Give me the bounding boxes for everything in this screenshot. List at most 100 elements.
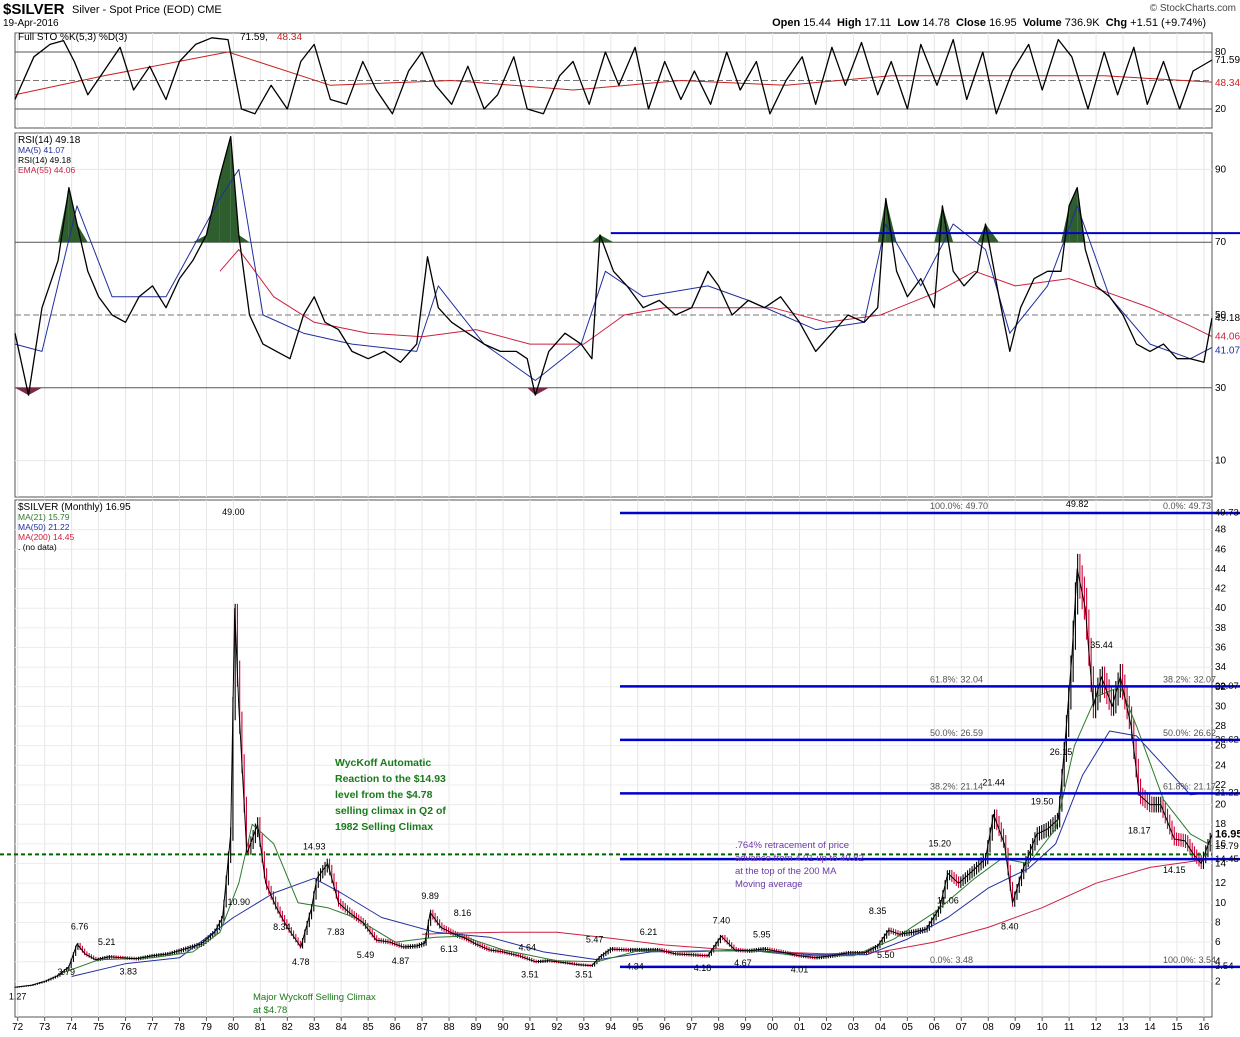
x-tick-label: 14 bbox=[1144, 1022, 1156, 1033]
sto-y-tick: 80 bbox=[1215, 47, 1227, 58]
rsi-overbought-fill bbox=[591, 234, 601, 243]
price-point-label: 26.15 bbox=[1050, 747, 1073, 757]
price-point-label: 4.64 bbox=[518, 942, 536, 952]
price-point-label: 35.44 bbox=[1090, 640, 1113, 650]
price-point-label: 10.90 bbox=[227, 897, 250, 907]
price-right-label: 21.22 bbox=[1215, 788, 1239, 799]
fib-right-label: 100.0%: 3.54 bbox=[1163, 955, 1216, 965]
price-right-label: 15.79 bbox=[1215, 841, 1239, 852]
rsi-overbought-fill bbox=[68, 187, 78, 243]
chart-date: 19-Apr-2016 bbox=[3, 18, 59, 29]
x-tick-label: 15 bbox=[1171, 1022, 1183, 1033]
price-point-label: 49.82 bbox=[1066, 499, 1089, 509]
rsi-overbought-fill bbox=[1069, 187, 1078, 243]
rsi-legend-entry: MA(5) 41.07 bbox=[18, 145, 65, 155]
x-tick-label: 81 bbox=[255, 1022, 267, 1033]
price-point-label: 14.15 bbox=[1163, 865, 1186, 875]
price-legend-entry: . (no data) bbox=[18, 542, 57, 552]
rsi-overbought-fill bbox=[885, 198, 897, 243]
rsi-oversold-fill bbox=[28, 387, 42, 396]
instrument-name: Silver - Spot Price (EOD) bbox=[72, 4, 195, 16]
sto-legend-label: Full STO %K(5,3) %D(3) bbox=[18, 32, 127, 43]
chg-value: +1.51 (+9.74%) bbox=[1130, 17, 1206, 29]
price-point-label: 5.47 bbox=[586, 934, 604, 944]
price-y-tick: 36 bbox=[1215, 642, 1227, 653]
exchange: CME bbox=[197, 4, 222, 16]
wyckoff-reaction-note: 1982 Selling Climax bbox=[335, 821, 433, 833]
sto-d-value: 48.34 bbox=[277, 32, 302, 43]
price-y-tick: 18 bbox=[1215, 819, 1227, 830]
x-tick-label: 74 bbox=[66, 1022, 78, 1033]
sto-k-value: 71.59, bbox=[240, 32, 268, 43]
x-tick-label: 79 bbox=[201, 1022, 213, 1033]
price-point-label: 15.20 bbox=[928, 839, 951, 849]
price-y-tick: 30 bbox=[1215, 701, 1227, 712]
high-value: 17.11 bbox=[864, 17, 892, 29]
rsi-y-tick: 10 bbox=[1215, 456, 1227, 467]
x-tick-label: 05 bbox=[902, 1022, 914, 1033]
price-y-tick: 24 bbox=[1215, 760, 1227, 771]
price-y-tick: 14 bbox=[1215, 859, 1227, 870]
price-y-tick: 12 bbox=[1215, 878, 1227, 889]
x-tick-label: 16 bbox=[1198, 1022, 1210, 1033]
price-right-label: 32.07 bbox=[1215, 681, 1239, 692]
price-y-tick: 22 bbox=[1215, 780, 1227, 791]
fib-left-label: 61.8%: 32.04 bbox=[930, 674, 983, 684]
price-point-label: 4.18 bbox=[694, 963, 712, 973]
price-y-tick: 6 bbox=[1215, 937, 1221, 948]
price-point-label: 18.17 bbox=[1128, 826, 1151, 836]
price-y-tick: 28 bbox=[1215, 721, 1227, 732]
rsi-oversold-fill bbox=[527, 387, 536, 396]
retracement-note: advance from 4.01 up to 49.82 bbox=[735, 853, 864, 864]
price-point-label: 5.50 bbox=[877, 950, 895, 960]
x-tick-label: 95 bbox=[632, 1022, 644, 1033]
price-close-line bbox=[14, 568, 1213, 988]
price-y-tick: 16 bbox=[1215, 839, 1227, 850]
rsi-y-tick: 30 bbox=[1215, 383, 1227, 394]
price-legend-entry: MA(21) 15.79 bbox=[18, 512, 70, 522]
price-y-tick: 2 bbox=[1215, 976, 1221, 987]
price-point-label: 4.01 bbox=[791, 965, 809, 975]
x-tick-label: 07 bbox=[956, 1022, 968, 1033]
price-point-label: 6.21 bbox=[640, 927, 658, 937]
price-point-label: 8.40 bbox=[1001, 922, 1019, 932]
price-right-label: 14.45 bbox=[1215, 854, 1239, 865]
rsi-right-label: 49.18 bbox=[1215, 313, 1240, 324]
x-tick-label: 80 bbox=[228, 1022, 240, 1033]
x-tick-label: 96 bbox=[659, 1022, 671, 1033]
high-label: High bbox=[836, 17, 862, 29]
price-point-label: 11.06 bbox=[937, 895, 959, 905]
x-tick-label: 97 bbox=[686, 1022, 698, 1033]
rsi-ma-right-label: 41.07 bbox=[1215, 346, 1240, 357]
price-point-label: 7.40 bbox=[713, 915, 731, 925]
price-y-tick: 10 bbox=[1215, 898, 1227, 909]
fib-left-label: 0.0%: 3.48 bbox=[930, 955, 973, 965]
x-tick-label: 76 bbox=[120, 1022, 132, 1033]
fib-left-label: 100.0%: 49.70 bbox=[930, 501, 988, 511]
price-y-tick: 42 bbox=[1215, 584, 1227, 595]
rsi-legend-entry: EMA(55) 44.06 bbox=[18, 165, 75, 175]
x-tick-label: 93 bbox=[578, 1022, 590, 1033]
price-y-tick: 4 bbox=[1215, 957, 1221, 968]
x-tick-label: 92 bbox=[551, 1022, 563, 1033]
wyckoff-reaction-note: WycKoff Automatic bbox=[335, 757, 431, 769]
price-point-label: 3.83 bbox=[119, 966, 137, 976]
price-y-tick: 8 bbox=[1215, 917, 1221, 928]
x-tick-label: 89 bbox=[470, 1022, 482, 1033]
fib-left-label: 50.0%: 26.59 bbox=[930, 728, 983, 738]
price-point-label: 4.67 bbox=[734, 958, 752, 968]
price-y-tick: 20 bbox=[1215, 800, 1227, 811]
x-tick-label: 12 bbox=[1091, 1022, 1103, 1033]
price-point-label: 3.51 bbox=[575, 970, 593, 980]
fib-right-label: 50.0%: 26.62 bbox=[1163, 728, 1216, 738]
rsi-y-tick: 70 bbox=[1215, 237, 1227, 248]
price-point-label: 1.27 bbox=[9, 992, 27, 1002]
price-y-tick: 46 bbox=[1215, 544, 1227, 555]
pri-pane-frame bbox=[14, 499, 1213, 1018]
chg-label: Chg bbox=[1105, 17, 1128, 29]
price-legend-entry: MA(50) 21.22 bbox=[18, 522, 70, 532]
fib-right-label: 38.2%: 32.07 bbox=[1163, 674, 1216, 684]
x-tick-label: 78 bbox=[174, 1022, 186, 1033]
price-right-label: 16.95 bbox=[1215, 829, 1240, 841]
close-value: 16.95 bbox=[989, 17, 1017, 29]
